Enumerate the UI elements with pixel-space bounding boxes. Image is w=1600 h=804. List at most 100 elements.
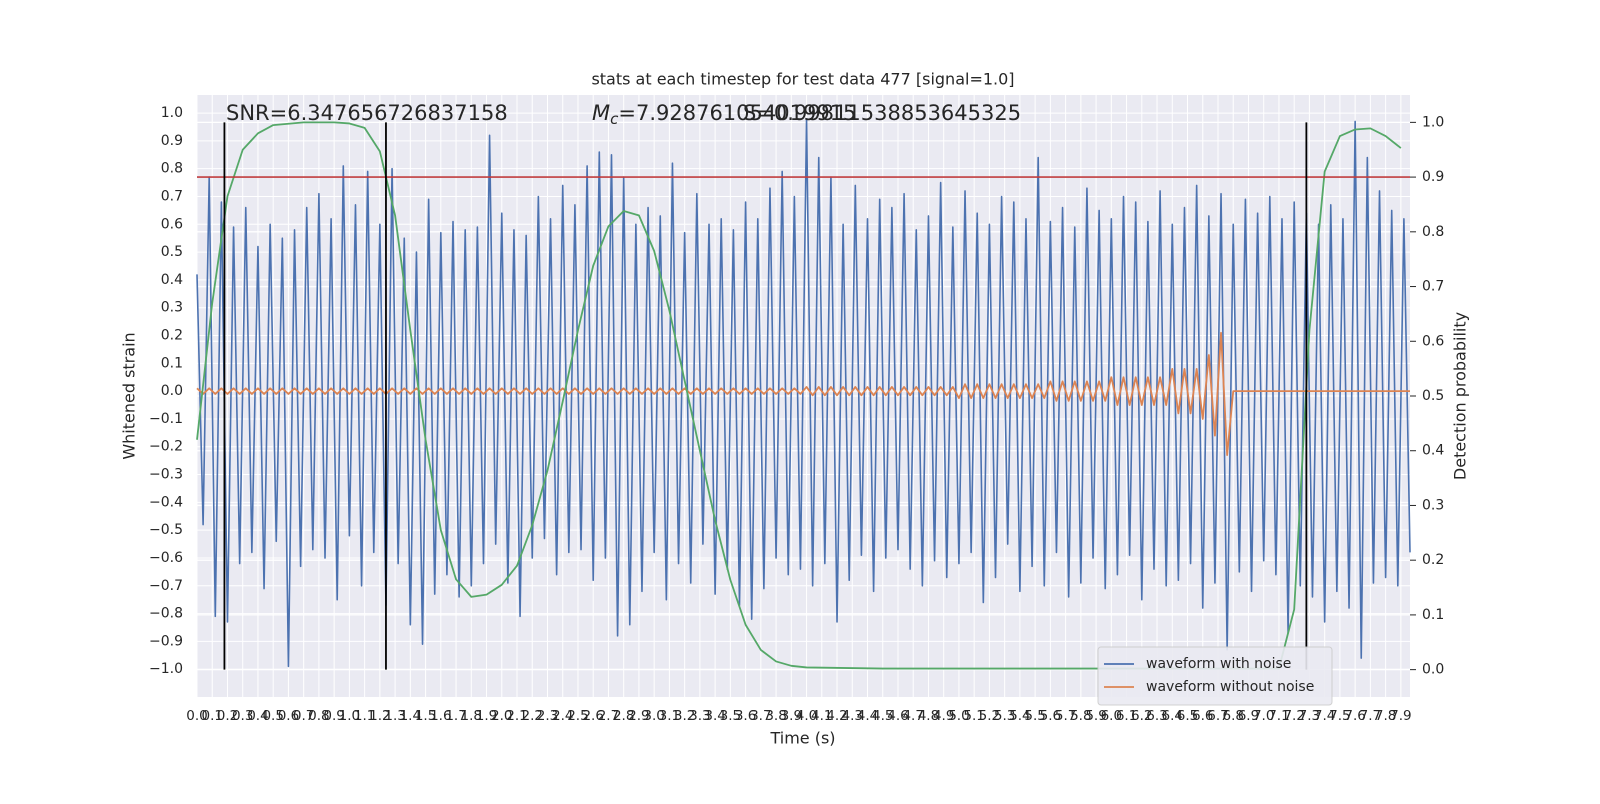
- x-tick-label: 5.0: [948, 708, 969, 724]
- x-tick-label: 1.7: [445, 708, 466, 724]
- x-tick-label: 1.6: [430, 708, 451, 724]
- x-tick-label: 7.6: [1344, 708, 1365, 724]
- x-tick-label: 5.7: [1055, 708, 1076, 724]
- x-tick-label: 0.9: [323, 708, 344, 724]
- x-tick-label: 4.1: [811, 708, 832, 724]
- x-tick-label: 0.5: [262, 708, 283, 724]
- x-tick-label: 4.4: [857, 708, 878, 724]
- y-tick-label: 0.0: [161, 383, 183, 399]
- x-tick-label: 0.6: [278, 708, 299, 724]
- x-tick-label: 3.3: [689, 708, 710, 724]
- x-tick-label: 3.7: [750, 708, 771, 724]
- series-line: [196, 117, 1411, 668]
- annotation-symbol: M: [592, 101, 610, 125]
- x-tick-label: 5.2: [979, 708, 1000, 724]
- y-tick-label: −0.2: [149, 439, 183, 455]
- x-tick-label: 2.7: [598, 708, 619, 724]
- x-tick-label: 1.1: [354, 708, 375, 724]
- x-tick-label: 4.0: [796, 708, 817, 724]
- y-tick-label: 0.3: [161, 300, 183, 316]
- y-tick-label: 0.5: [161, 244, 183, 260]
- x-tick-label: 0.8: [308, 708, 329, 724]
- x-tick-label: 2.4: [552, 708, 573, 724]
- y-axis-label: Whitened strain: [120, 332, 139, 459]
- x-tick-label: 2.5: [567, 708, 588, 724]
- x-tick-label: 1.4: [400, 708, 421, 724]
- y-tick-label: −0.4: [149, 494, 183, 510]
- y-tick-label: 0.4: [161, 272, 183, 288]
- y-tick-label: 0.7: [161, 188, 183, 204]
- x-tick-label: 2.1: [506, 708, 527, 724]
- x-tick-label: 4.2: [826, 708, 847, 724]
- x-tick-label: 1.2: [369, 708, 390, 724]
- y2-tick-label: 1.0: [1422, 114, 1444, 130]
- x-tick-label: 7.2: [1283, 708, 1304, 724]
- x-tick-label: 4.7: [902, 708, 923, 724]
- x-tick-label: 4.6: [887, 708, 908, 724]
- annotation: Mc=7.928761054019915: [592, 101, 856, 128]
- x-tick-label: 3.1: [659, 708, 680, 724]
- annotation-subscript: c: [610, 110, 619, 128]
- x-tick-label: 6.5: [1177, 708, 1198, 724]
- x-tick-label: 3.0: [643, 708, 664, 724]
- marks: [196, 117, 1411, 670]
- y2-tick-label: 0.4: [1422, 443, 1444, 459]
- x-tick-label: 7.1: [1268, 708, 1289, 724]
- x-tick-label: 6.8: [1222, 708, 1243, 724]
- x-tick-label: 7.0: [1253, 708, 1274, 724]
- y2-axis-label: Detection probability: [1451, 312, 1470, 480]
- x-tick-label: 3.5: [720, 708, 741, 724]
- x-tick-label: 7.5: [1329, 708, 1350, 724]
- y2-tick-label: 0.2: [1422, 552, 1444, 568]
- x-tick-label: 4.9: [933, 708, 954, 724]
- series-line: [196, 331, 1410, 456]
- y-tick-label: 0.1: [161, 355, 183, 371]
- y2-tick-label: 0.9: [1422, 169, 1444, 185]
- x-tick-label: 0.7: [293, 708, 314, 724]
- x-tick-label: 6.6: [1192, 708, 1213, 724]
- y-tick-label: −0.3: [149, 467, 183, 483]
- x-tick-label: 2.3: [537, 708, 558, 724]
- x-tick-label: 6.3: [1146, 708, 1167, 724]
- y-tick-label: −0.8: [149, 606, 183, 622]
- legend-label: waveform without noise: [1146, 679, 1314, 695]
- y-tick-label: −0.6: [149, 550, 183, 566]
- x-tick-label: 7.7: [1360, 708, 1381, 724]
- legend-label: waveform with noise: [1146, 656, 1291, 672]
- x-tick-label: 5.5: [1024, 708, 1045, 724]
- x-tick-label: 1.5: [415, 708, 436, 724]
- y2-tick-label: 0.0: [1422, 662, 1444, 678]
- y2-tick-label: 0.5: [1422, 388, 1444, 404]
- x-tick-label: 7.3: [1299, 708, 1320, 724]
- y-tick-label: −0.7: [149, 578, 183, 594]
- x-tick-label: 4.8: [918, 708, 939, 724]
- x-tick-label: 5.9: [1085, 708, 1106, 724]
- x-tick-label: 2.2: [522, 708, 543, 724]
- y2-tick-label: 0.7: [1422, 279, 1444, 295]
- x-tick-label: 5.1: [963, 708, 984, 724]
- y-tick-label: −0.5: [149, 522, 183, 538]
- x-tick-label: 3.8: [765, 708, 786, 724]
- y2-tick-label: 0.6: [1422, 333, 1444, 349]
- y2-tick-label: 0.3: [1422, 497, 1444, 513]
- legend-box: [1097, 646, 1333, 706]
- x-tick-label: 1.0: [339, 708, 360, 724]
- x-tick-label: 1.9: [476, 708, 497, 724]
- y-tick-label: −1.0: [149, 661, 183, 677]
- y-tick-label: 1.0: [161, 105, 183, 121]
- x-tick-label: 0.0: [186, 708, 207, 724]
- x-tick-label: 5.4: [1009, 708, 1030, 724]
- x-tick-label: 2.9: [628, 708, 649, 724]
- x-tick-label: 6.7: [1207, 708, 1228, 724]
- x-tick-label: 3.6: [735, 708, 756, 724]
- x-tick-label: 3.9: [781, 708, 802, 724]
- annotation: SNR=6.347656726837158: [226, 101, 508, 125]
- x-tick-label: 5.6: [1040, 708, 1061, 724]
- y-tick-label: −0.9: [149, 633, 183, 649]
- x-tick-label: 7.4: [1314, 708, 1335, 724]
- x-tick-label: 7.8: [1375, 708, 1396, 724]
- x-tick-label: 7.9: [1390, 708, 1411, 724]
- x-tick-label: 5.3: [994, 708, 1015, 724]
- y-tick-label: −0.1: [149, 411, 183, 427]
